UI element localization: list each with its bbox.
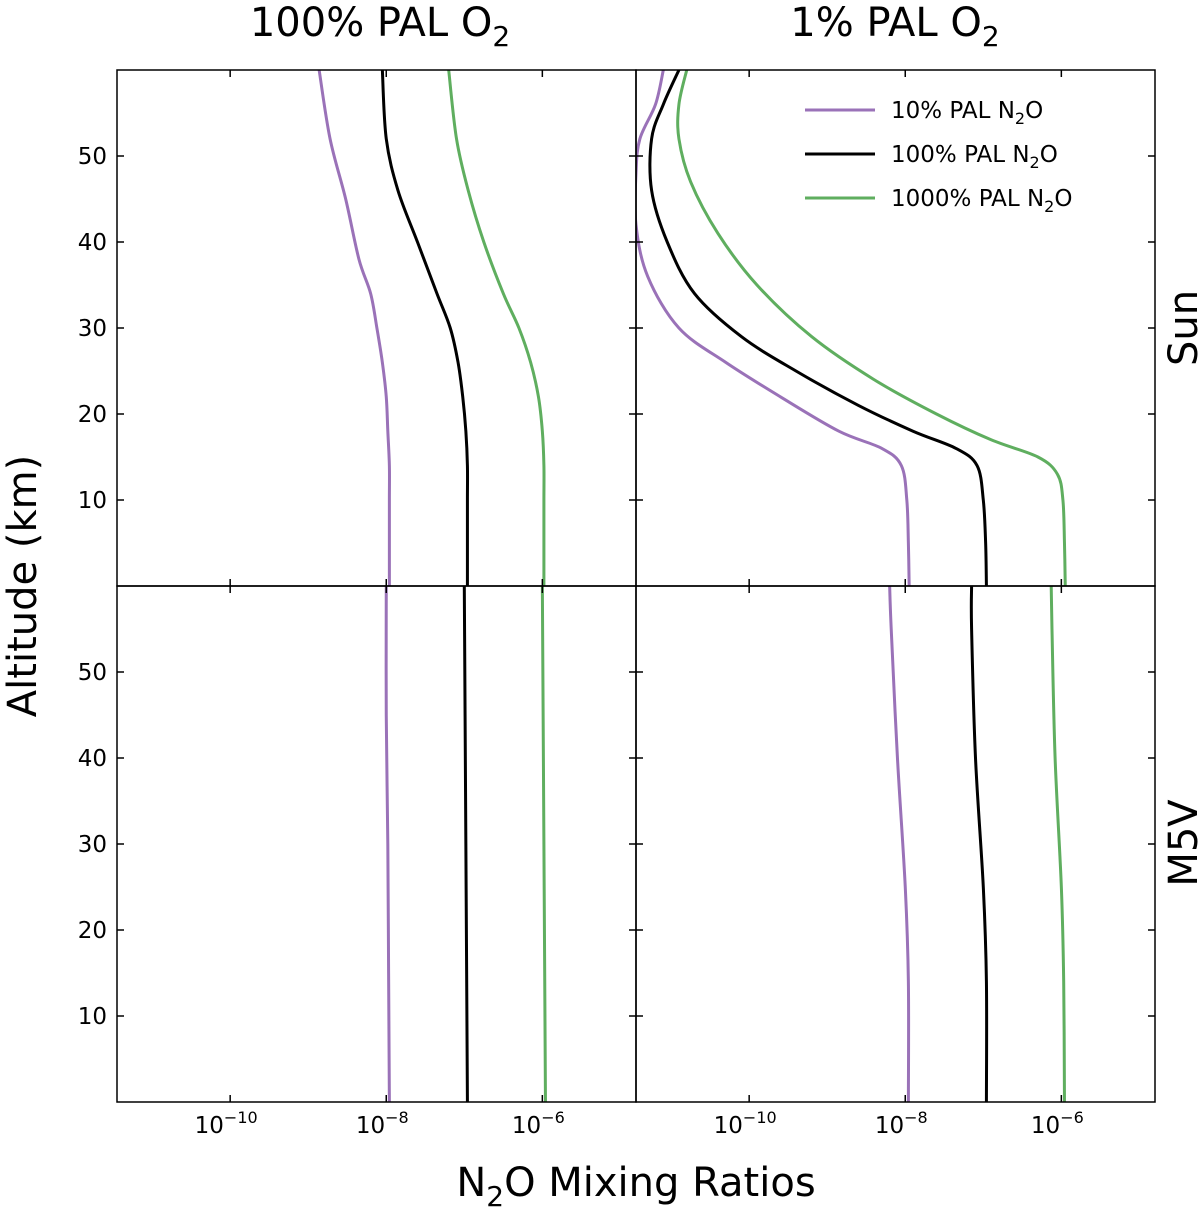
y-tick-label: 40 [78,230,107,256]
series-line-series_10-sun-100pct-o2 [317,70,391,586]
legend-label-series_1000: 1000% PAL N2O [891,186,1072,216]
y-tick-label: 10 [78,488,107,514]
x-tick-label: 10−10 [714,1108,777,1139]
series-line-series_1000-m5v-1pct-o2 [1049,586,1066,1102]
x-tick-label: 10−6 [1031,1108,1084,1139]
series-line-series_10-sun-1pct-o2 [636,70,911,586]
y-tick-label: 30 [78,316,107,342]
x-tick-label: 10−6 [512,1108,565,1139]
legend-label-series_10: 10% PAL N2O [891,98,1043,128]
series-line-series_10-m5v-100pct-o2 [384,586,391,1102]
series-line-series_10-m5v-1pct-o2 [888,586,911,1102]
series-line-series_100-sun-1pct-o2 [648,70,988,586]
panel-sun-100pct-o2 [317,70,546,586]
series-line-series_1000-sun-1pct-o2 [676,70,1067,586]
series-line-series_100-sun-100pct-o2 [380,70,470,586]
y-tick-label: 50 [78,660,107,686]
y-tick-label: 30 [78,832,107,858]
panel-m5v-1pct-o2 [888,586,1066,1102]
panel-frame-m5v-100pct-o2 [116,585,637,1103]
panel-sun-1pct-o2 [636,70,1067,586]
y-tick-label: 20 [78,402,107,428]
row-label-sun: Sun [1161,290,1200,366]
x-tick-label: 10−8 [875,1108,928,1139]
panels-layer [317,70,1067,1102]
legend-label-series_100: 100% PAL N2O [891,142,1058,172]
column-title-left: 100% PAL O2 [250,0,510,53]
series-line-series_100-m5v-100pct-o2 [462,586,469,1102]
y-tick-label: 10 [78,1004,107,1030]
row-label-m5v: M5V [1161,799,1200,887]
y-axis-title: Altitude (km) [0,455,46,717]
x-axis-title: N2O Mixing Ratios [456,1160,815,1208]
x-tick-label: 10−10 [195,1108,258,1139]
series-line-series_1000-m5v-100pct-o2 [540,586,547,1102]
series-line-series_1000-sun-100pct-o2 [447,70,546,586]
y-tick-label: 20 [78,918,107,944]
panel-m5v-100pct-o2 [384,586,547,1102]
column-title-right: 1% PAL O2 [790,0,999,53]
y-tick-label: 40 [78,746,107,772]
series-line-series_100-m5v-1pct-o2 [969,586,989,1102]
panel-frame-m5v-1pct-o2 [635,585,1156,1103]
y-tick-label: 50 [78,144,107,170]
frames-layer: 10 20 30 40 50 10 20 30 40 50 10−10 10−8 10−6 10−10 10… [78,69,1156,1139]
x-tick-label: 10−8 [356,1108,409,1139]
legend: 10% PAL N2O 100% PAL N2O 1000% PAL N2O [805,98,1072,216]
